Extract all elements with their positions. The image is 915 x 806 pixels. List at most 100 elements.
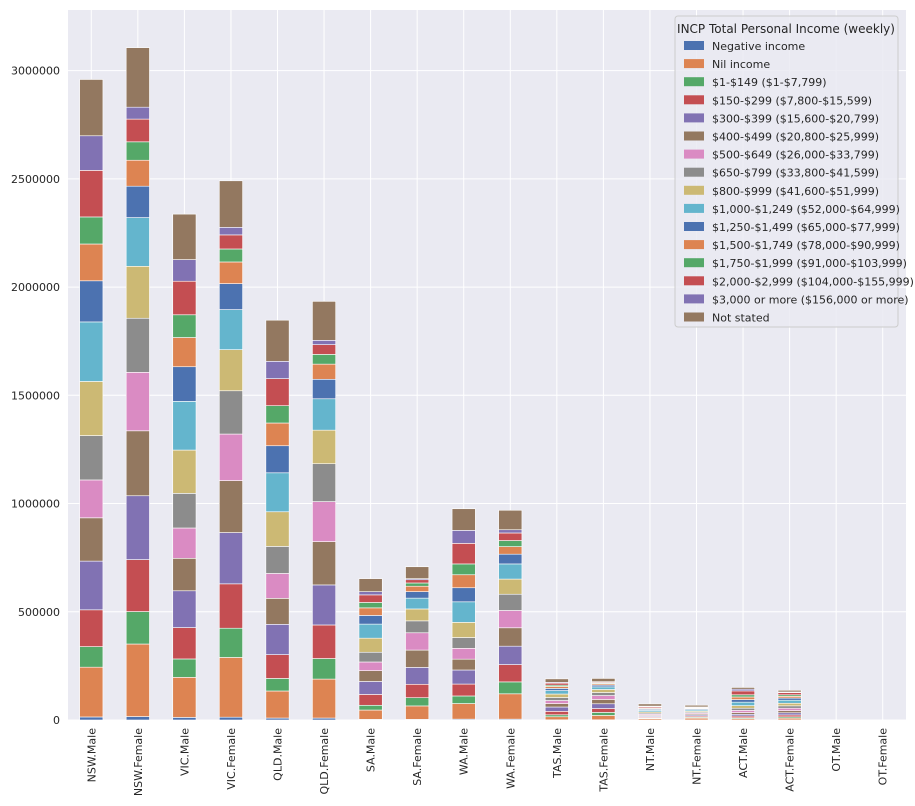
bar-segment xyxy=(544,697,569,701)
bar-segment xyxy=(125,430,150,497)
legend-swatch xyxy=(684,203,704,213)
legend-label: $650-$799 ($33,800-$41,599) xyxy=(712,167,879,180)
bar-segment xyxy=(591,695,616,700)
bar-segment xyxy=(358,637,383,653)
bar-segment xyxy=(312,678,336,719)
legend-item: Nil income xyxy=(684,58,770,71)
bar-segment xyxy=(777,712,802,716)
bar-segment xyxy=(777,697,802,701)
legend-item: $1,000-$1,249 ($52,000-$64,999) xyxy=(684,203,900,216)
legend-swatch xyxy=(684,41,704,50)
bar-segment xyxy=(405,667,430,685)
legend-swatch xyxy=(684,258,704,268)
bar-segment xyxy=(312,541,336,586)
legend-item: $2,000-$2,999 ($104,000-$155,999) xyxy=(684,275,914,288)
bar-segment xyxy=(79,381,104,436)
legend-item: $650-$799 ($33,800-$41,599) xyxy=(684,167,879,180)
bar-stack xyxy=(79,79,104,721)
bar-segment xyxy=(591,715,616,721)
x-tick-label: QLD.Male xyxy=(272,728,285,781)
bar-segment xyxy=(451,530,476,544)
bar-segment xyxy=(312,398,336,431)
bar-segment xyxy=(498,553,523,565)
bar-segment xyxy=(79,135,104,171)
bar-segment xyxy=(451,703,476,720)
legend-item: $3,000 or more ($156,000 or more) xyxy=(684,293,909,306)
bar-segment xyxy=(265,405,290,424)
bar-segment xyxy=(172,401,197,451)
bar-segment xyxy=(265,654,290,679)
bar-segment xyxy=(125,47,150,108)
bar-segment xyxy=(265,445,290,474)
y-tick-label: 3000000 xyxy=(11,65,60,78)
bar-segment xyxy=(544,693,569,698)
legend-label: $150-$299 ($7,800-$15,599) xyxy=(712,94,872,107)
bar-segment xyxy=(777,705,802,709)
bar-segment xyxy=(544,703,569,708)
legend-item: $400-$499 ($20,800-$25,999) xyxy=(684,131,879,144)
bar-segment xyxy=(731,694,755,698)
bar-segment xyxy=(219,480,243,533)
bar-segment xyxy=(358,607,383,616)
x-tick-label: ACT.Male xyxy=(737,728,750,778)
bar-segment xyxy=(312,363,336,380)
legend-swatch xyxy=(684,95,704,105)
bar-segment xyxy=(265,319,290,362)
bar-segment xyxy=(451,574,476,589)
bar-segment xyxy=(405,597,430,610)
bar-segment xyxy=(312,429,336,465)
bar-stack xyxy=(498,509,523,721)
legend-label: Negative income xyxy=(712,40,805,53)
x-tick-label: VIC.Female xyxy=(225,728,238,790)
bar-segment xyxy=(731,690,755,696)
bar-segment xyxy=(358,681,383,695)
bar-segment xyxy=(731,707,755,711)
legend-item: $150-$299 ($7,800-$15,599) xyxy=(684,94,872,107)
bar-segment xyxy=(358,578,383,592)
bar-segment xyxy=(498,627,523,647)
y-tick-label: 1000000 xyxy=(11,498,60,511)
bar-segment xyxy=(172,449,197,494)
bar-segment xyxy=(172,677,197,718)
bar-segment xyxy=(451,658,476,671)
bar-stack xyxy=(358,578,383,721)
bar-stack xyxy=(405,566,430,721)
legend-swatch xyxy=(684,222,704,231)
bar-segment xyxy=(265,690,290,719)
bar-segment xyxy=(777,689,802,693)
bar-segment xyxy=(125,559,150,612)
x-tick-label: NT.Female xyxy=(691,728,704,785)
legend-label: $1,250-$1,499 ($65,000-$77,999) xyxy=(712,221,900,234)
bar-segment xyxy=(451,601,476,623)
bar-segment xyxy=(219,627,243,658)
bar-stack xyxy=(451,508,476,721)
x-tick-label: SA.Male xyxy=(365,728,378,772)
bar-segment xyxy=(358,704,383,711)
bar-segment xyxy=(125,372,150,432)
bar-segment xyxy=(79,609,104,647)
bar-segment xyxy=(265,598,290,625)
legend: INCP Total Personal Income (weekly) Nega… xyxy=(674,15,914,328)
legend-label: $300-$399 ($15,600-$20,799) xyxy=(712,112,879,125)
bar-segment xyxy=(125,217,150,267)
bar-segment xyxy=(79,243,104,282)
bar-segment xyxy=(79,479,104,519)
bar-segment xyxy=(312,301,336,341)
bar-segment xyxy=(777,699,802,704)
bar-segment xyxy=(265,511,290,547)
x-tick-label: NSW.Male xyxy=(85,728,98,783)
bar-segment xyxy=(358,591,383,596)
bar-segment xyxy=(125,317,150,373)
legend-label: $1-$149 ($1-$7,799) xyxy=(712,76,827,89)
bar-segment xyxy=(498,593,523,611)
bar-segment xyxy=(172,590,197,628)
bar-segment xyxy=(265,546,290,574)
bar-segment xyxy=(219,716,243,721)
x-axis-tick-labels: NSW.Male NSW.Female VIC.Male VIC.Female QLD.… xyxy=(85,728,889,796)
bar-segment xyxy=(219,180,243,228)
bar-segment xyxy=(498,610,523,629)
bar-segment xyxy=(498,681,523,695)
bar-segment xyxy=(79,321,104,382)
bar-segment xyxy=(125,106,150,120)
bar-segment xyxy=(591,678,616,682)
